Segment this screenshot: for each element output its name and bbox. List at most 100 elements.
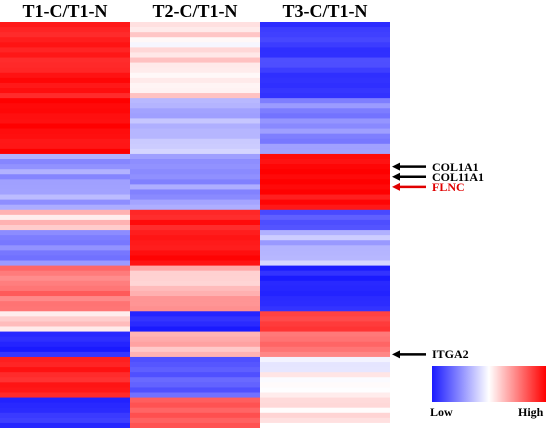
heatmap-cell — [130, 42, 260, 48]
heatmap-cell — [0, 169, 130, 175]
heatmap-cell — [260, 321, 390, 328]
heatmap-cell — [0, 240, 130, 246]
legend-high-label: High — [518, 405, 544, 419]
heatmap-cell — [130, 174, 260, 180]
heatmap-cell — [260, 189, 390, 196]
heatmap-cell — [0, 93, 130, 99]
heatmap-cell — [130, 331, 260, 338]
heatmap-cell — [260, 387, 390, 394]
gene-label-col11a1: COL11A1 — [432, 169, 485, 184]
heatmap-cell — [130, 311, 260, 317]
heatmap-cell — [260, 280, 390, 287]
heatmap-cell — [130, 179, 260, 185]
heatmap-cell — [130, 148, 260, 155]
heatmap-cell — [260, 169, 390, 175]
heatmap-cell — [0, 265, 130, 272]
heatmap-cell — [0, 98, 130, 104]
heatmap-cell — [260, 143, 390, 150]
heatmap-cell — [260, 93, 390, 99]
heatmap-cell — [260, 351, 390, 358]
heatmap-cell — [0, 255, 130, 262]
heatmap-cell — [0, 164, 130, 170]
heatmap-cell — [260, 164, 390, 170]
heatmap-cell — [130, 397, 260, 404]
heatmap-cell — [260, 250, 390, 257]
heatmap-cell — [130, 316, 260, 323]
heatmap-cell — [0, 351, 130, 358]
heatmap-cell — [130, 336, 260, 343]
heatmap-cell — [260, 108, 390, 114]
heatmap-cell — [0, 280, 130, 287]
heatmap-cell — [260, 316, 390, 323]
heatmap-cell — [0, 341, 130, 348]
heatmap-cell — [0, 407, 130, 414]
heatmap-cell — [260, 98, 390, 104]
heatmap-cell — [130, 219, 260, 226]
heatmap-cell — [130, 306, 260, 312]
heatmap-cell — [0, 118, 130, 125]
heatmap-cell — [130, 204, 260, 211]
heatmap-cell — [130, 290, 260, 297]
heatmap-cell — [130, 184, 260, 191]
heatmap-cell — [260, 382, 390, 388]
heatmap-cell — [130, 27, 260, 33]
heatmap-cell — [0, 387, 130, 394]
heatmap-cell — [0, 27, 130, 33]
heatmap-cell — [0, 37, 130, 43]
heatmap-cell — [0, 108, 130, 114]
heatmap-cell — [0, 57, 130, 64]
heatmap-cell — [130, 402, 260, 409]
heatmap-cell — [0, 72, 130, 79]
heatmap-cell — [0, 204, 130, 211]
column-label-t2: T2-C/T1-N — [152, 1, 238, 21]
heatmap-cell — [130, 52, 260, 59]
heatmap-cell — [0, 316, 130, 323]
heatmap-cell — [130, 301, 260, 307]
heatmap-cell — [130, 194, 260, 201]
heatmap-cell — [130, 412, 260, 419]
heatmap-cell — [0, 336, 130, 343]
heatmap-cell — [0, 245, 130, 251]
heatmap-cell — [260, 230, 390, 236]
heatmap-cell — [260, 235, 390, 241]
heatmap-cell — [130, 285, 260, 292]
gene-label-col1a1: COL1A1 — [432, 159, 479, 174]
heatmap-cell — [0, 290, 130, 297]
heatmap-cell — [0, 225, 130, 231]
heatmap-cell — [260, 204, 390, 211]
heatmap-cell — [130, 250, 260, 257]
heatmap-cell — [260, 290, 390, 297]
heatmap-cell — [0, 67, 130, 74]
heatmap-cell — [260, 270, 390, 277]
heatmap-cell — [130, 422, 260, 428]
heatmap-cell — [130, 57, 260, 64]
heatmap-cell — [130, 240, 260, 246]
gene-label-flnc: FLNC — [432, 179, 465, 194]
heatmap-cell — [130, 235, 260, 241]
heatmap-cell — [0, 356, 130, 363]
heatmap-cells — [0, 22, 390, 428]
heatmap-cell — [130, 138, 260, 145]
heatmap-cell — [260, 52, 390, 59]
heatmap-cell — [260, 123, 390, 130]
heatmap-cell — [130, 387, 260, 394]
heatmap-cell — [0, 235, 130, 241]
heatmap-cell — [0, 412, 130, 419]
heatmap-cell — [0, 174, 130, 180]
heatmap-cell — [260, 77, 390, 84]
heatmap-cell — [260, 128, 390, 135]
heatmap-cell — [260, 397, 390, 404]
heatmap-cell — [0, 138, 130, 145]
heatmap-cell — [0, 397, 130, 404]
heatmap-cell — [0, 47, 130, 54]
heatmap-cell — [0, 230, 130, 236]
heatmap-cell — [260, 296, 390, 302]
heatmap-cell — [130, 351, 260, 358]
heatmap-cell — [130, 321, 260, 328]
heatmap-cell — [130, 362, 260, 368]
heatmap-cell — [0, 209, 130, 216]
heatmap-cell — [260, 402, 390, 409]
heatmap-cell — [0, 306, 130, 312]
heatmap-cell — [130, 341, 260, 348]
